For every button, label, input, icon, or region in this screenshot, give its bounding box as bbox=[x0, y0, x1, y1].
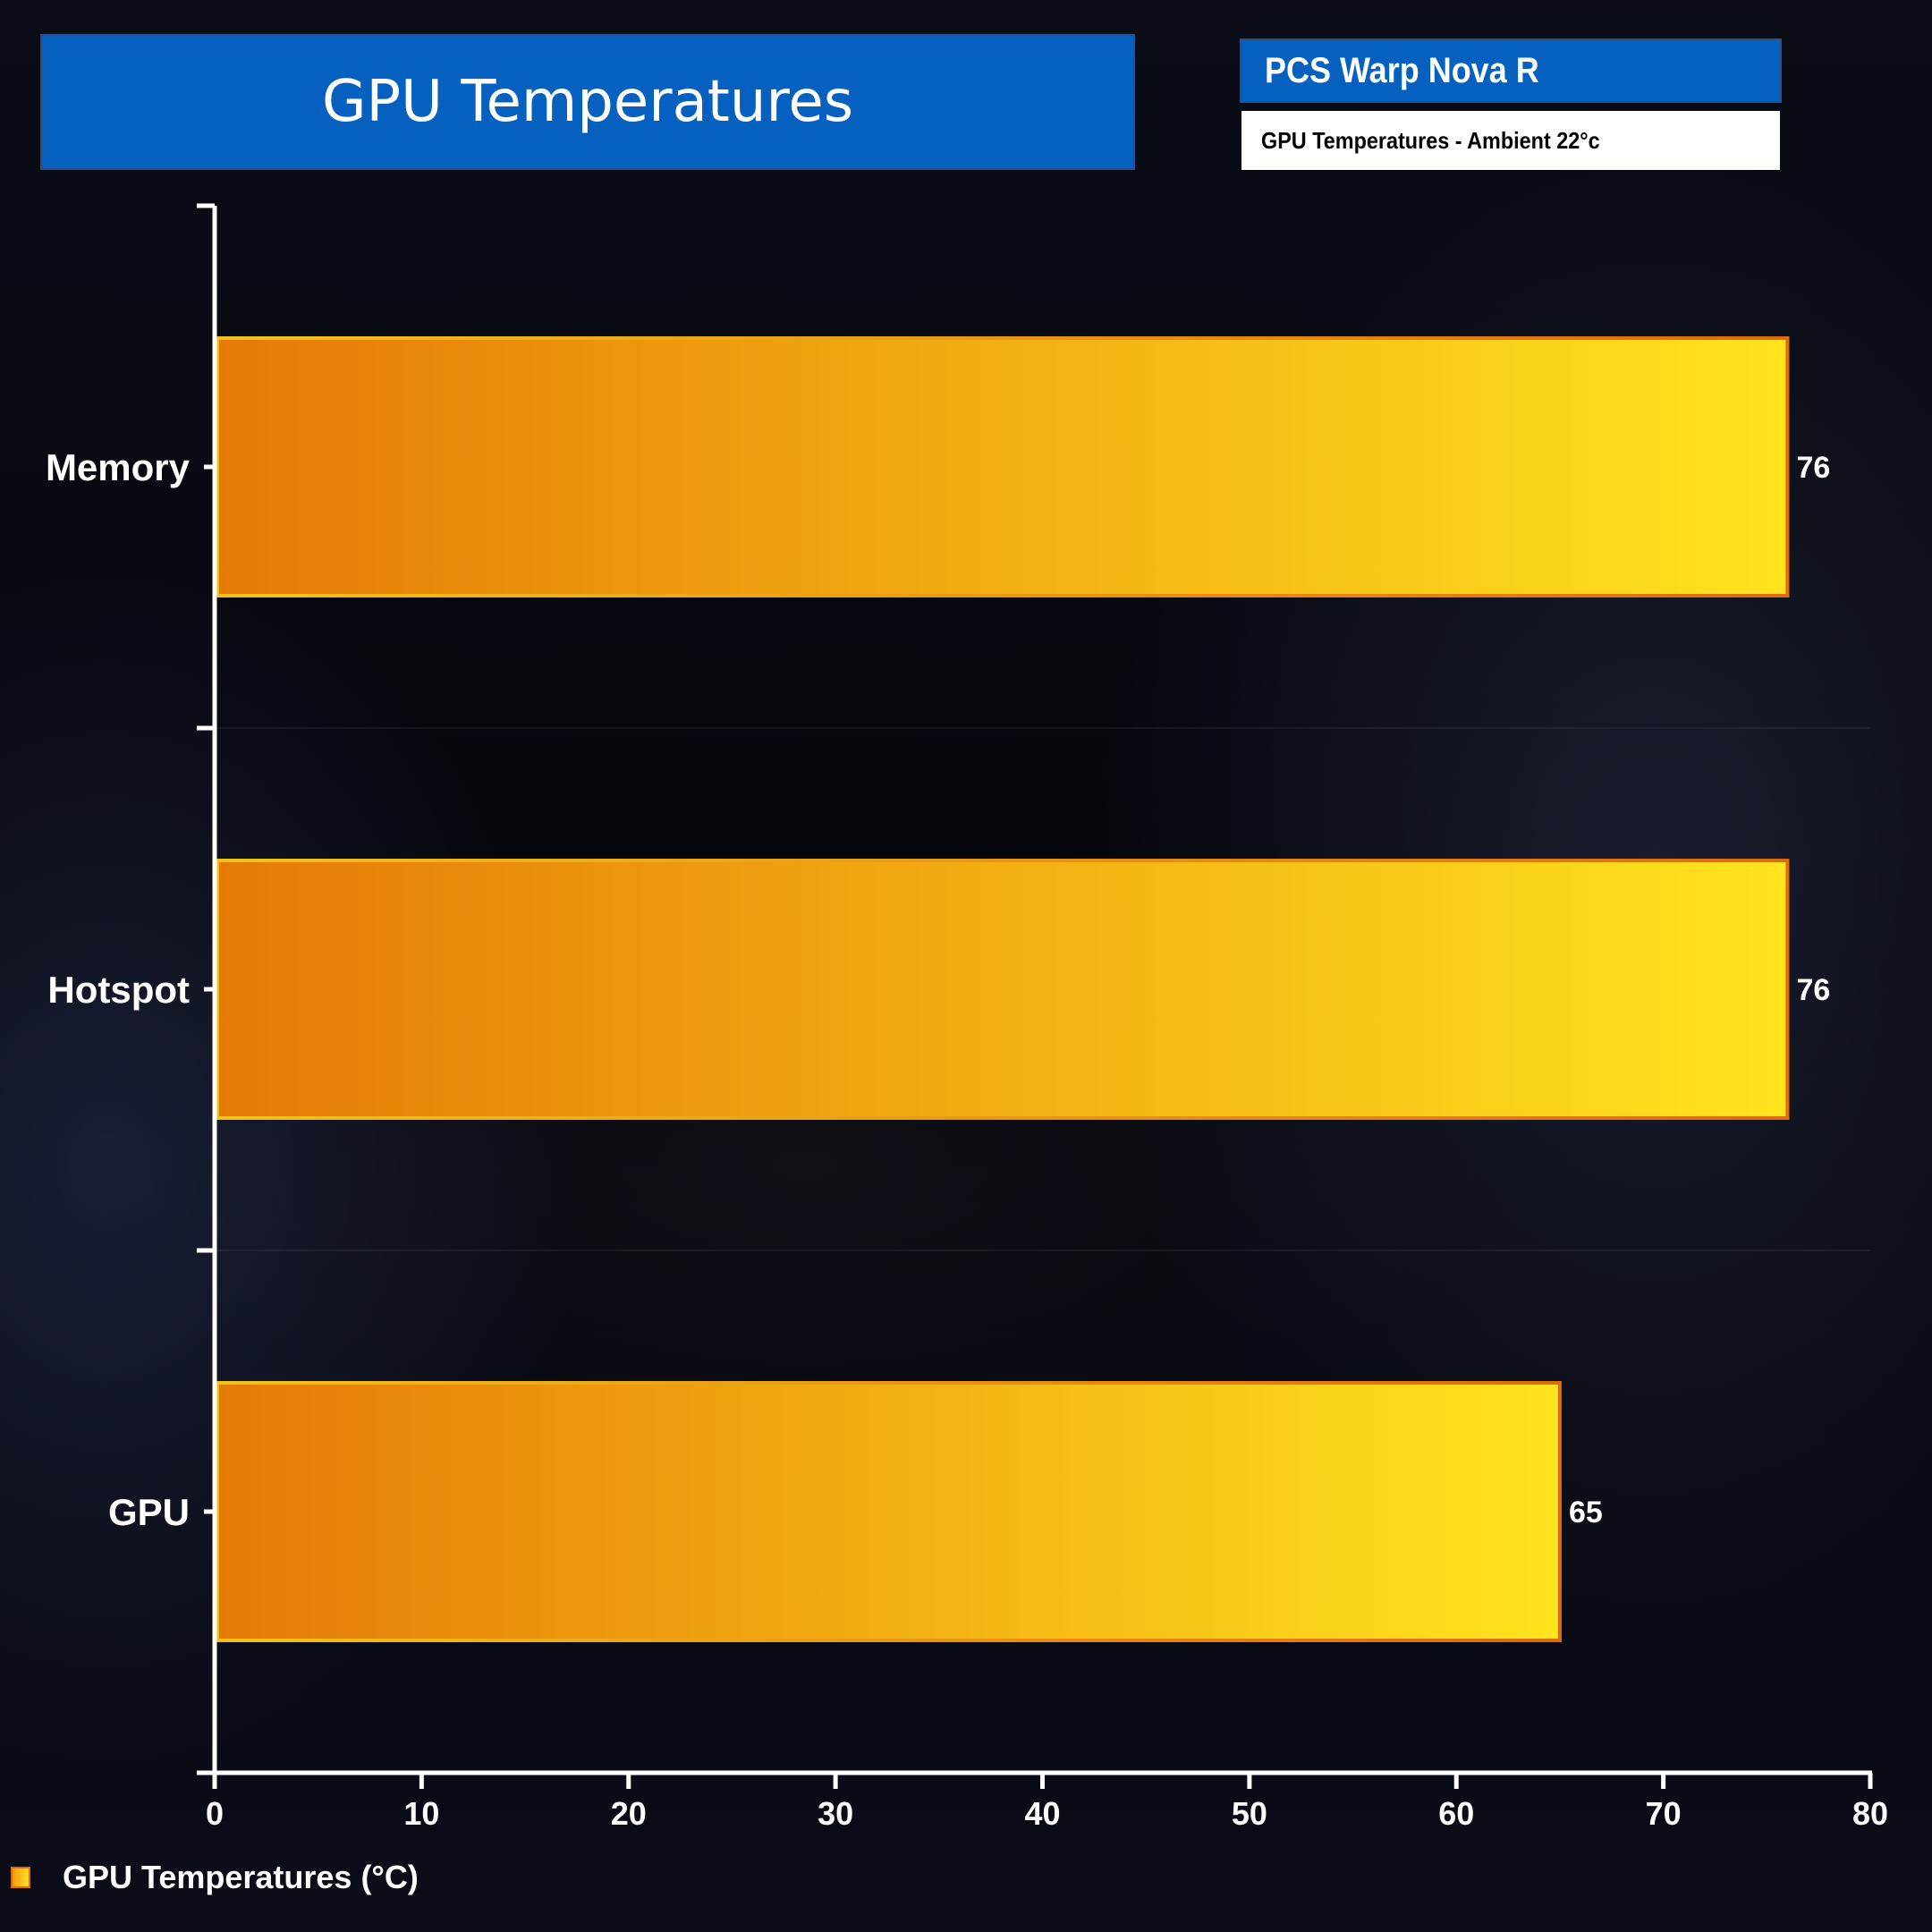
data-label-hotspot: 76 bbox=[1796, 973, 1830, 1007]
bar-hotspot bbox=[216, 859, 1790, 1120]
x-tick-label: 50 bbox=[1232, 1795, 1267, 1832]
x-tick-label: 60 bbox=[1438, 1795, 1474, 1832]
x-tick-label: 10 bbox=[403, 1795, 439, 1832]
subtitle-banner: GPU Temperatures - Ambient 22°c bbox=[1241, 111, 1780, 170]
axis-layer: Memory Hotspot GPU 0 10 20 30 40 50 60 70 80 bbox=[46, 203, 1888, 1832]
product-name: PCS Warp Nova R bbox=[1265, 50, 1539, 90]
legend-label: GPU Temperatures (°C) bbox=[63, 1859, 419, 1895]
legend-swatch bbox=[11, 1867, 30, 1888]
category-label-hotspot: Hotspot bbox=[47, 969, 190, 1011]
x-tick-label: 0 bbox=[206, 1795, 224, 1832]
chart-subtitle: GPU Temperatures - Ambient 22°c bbox=[1261, 126, 1600, 154]
category-label-memory: Memory bbox=[46, 446, 191, 488]
product-banner: PCS Warp Nova R bbox=[1240, 38, 1782, 103]
data-label-gpu: 65 bbox=[1569, 1496, 1603, 1530]
x-tick-label: 70 bbox=[1646, 1795, 1682, 1832]
bars-layer: 76 76 65 bbox=[215, 336, 1870, 1642]
x-tick-label: 20 bbox=[611, 1795, 647, 1832]
category-label-gpu: GPU bbox=[108, 1491, 190, 1533]
x-tick-label: 40 bbox=[1024, 1795, 1060, 1832]
data-label-memory: 76 bbox=[1796, 451, 1830, 485]
bar-gpu bbox=[216, 1381, 1562, 1642]
chart-title: GPU Temperatures bbox=[321, 69, 854, 135]
legend: GPU Temperatures (°C) bbox=[11, 1859, 419, 1896]
title-banner: GPU Temperatures bbox=[40, 34, 1135, 170]
bar-memory bbox=[216, 336, 1790, 597]
x-tick-label: 30 bbox=[818, 1795, 853, 1832]
x-tick-label: 80 bbox=[1852, 1795, 1888, 1832]
